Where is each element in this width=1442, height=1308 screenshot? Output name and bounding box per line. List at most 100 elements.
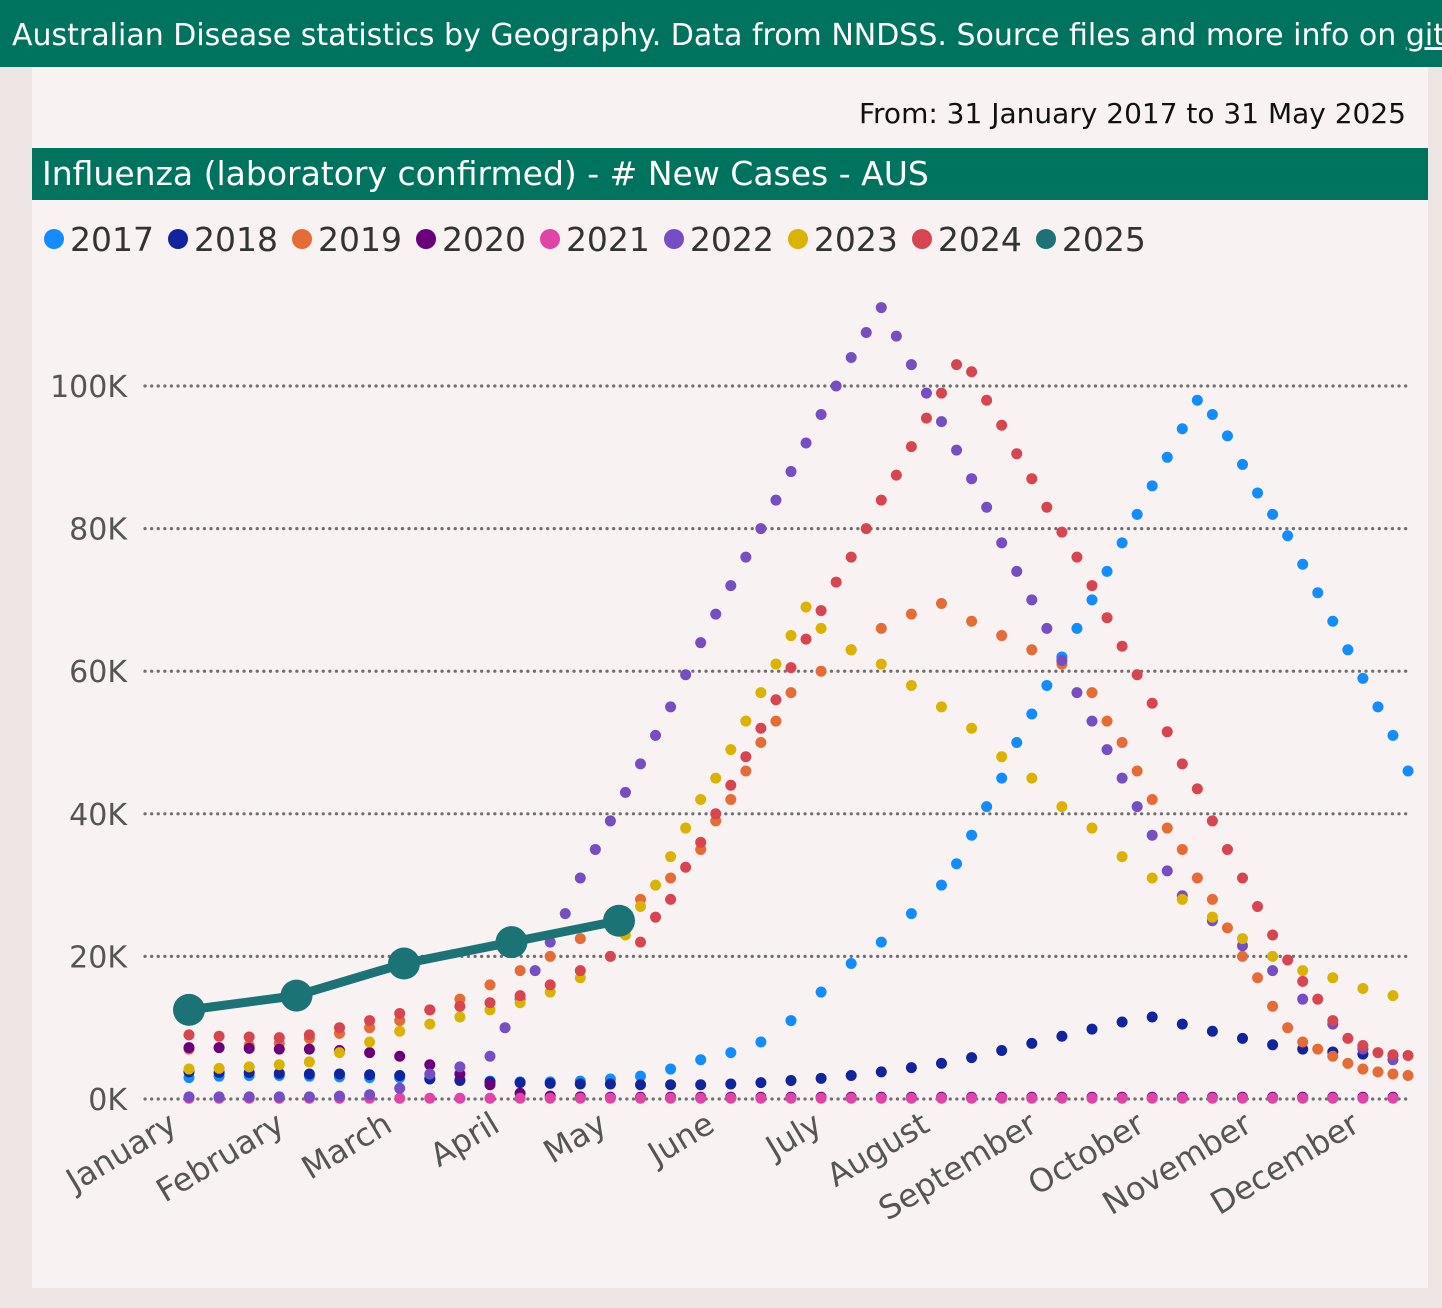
data-point-2021[interactable] — [1267, 1092, 1279, 1104]
data-point-2021[interactable] — [1327, 1092, 1339, 1104]
data-point-2022[interactable] — [635, 758, 646, 770]
data-point-2024[interactable] — [1387, 1049, 1399, 1061]
legend-item-2021[interactable]: 2021 — [539, 220, 650, 259]
data-point-2019[interactable] — [1327, 1050, 1339, 1062]
data-point-2023[interactable] — [785, 630, 797, 642]
data-point-2022[interactable] — [966, 473, 978, 485]
data-point-2024[interactable] — [1312, 993, 1324, 1005]
data-point-2022[interactable] — [574, 872, 586, 884]
data-point-2019[interactable] — [1221, 922, 1233, 934]
data-point-2025[interactable] — [603, 904, 635, 937]
data-point-2017[interactable] — [1327, 615, 1339, 627]
legend-item-2017[interactable]: 2017 — [44, 220, 154, 259]
data-point-2019[interactable] — [1357, 1063, 1369, 1075]
data-point-2022[interactable] — [875, 302, 887, 314]
data-point-2021[interactable] — [665, 1092, 677, 1104]
data-point-2022[interactable] — [1418, 1061, 1429, 1072]
data-point-2024[interactable] — [1402, 1050, 1414, 1062]
data-point-2018[interactable] — [273, 1067, 285, 1079]
data-point-2019[interactable] — [755, 737, 767, 748]
data-point-2019[interactable] — [875, 622, 887, 634]
data-point-2024[interactable] — [1342, 1032, 1354, 1044]
data-point-2017[interactable] — [755, 1036, 767, 1048]
data-point-2024[interactable] — [1418, 1049, 1429, 1060]
data-point-2022[interactable] — [770, 494, 782, 506]
data-point-2024[interactable] — [1282, 954, 1294, 966]
data-point-2024[interactable] — [243, 1031, 255, 1043]
data-point-2017[interactable] — [665, 1063, 677, 1075]
data-point-2023[interactable] — [303, 1056, 315, 1068]
data-point-2022[interactable] — [785, 466, 797, 478]
data-point-2021[interactable] — [1146, 1092, 1158, 1104]
data-point-2022[interactable] — [364, 1089, 376, 1101]
data-point-2018[interactable] — [1086, 1023, 1098, 1035]
data-point-2021[interactable] — [1086, 1092, 1098, 1104]
data-point-2020[interactable] — [484, 1079, 496, 1091]
data-point-2019[interactable] — [544, 950, 556, 962]
data-point-2021[interactable] — [1387, 1092, 1399, 1104]
data-point-2024[interactable] — [334, 1022, 345, 1034]
data-point-2017[interactable] — [981, 801, 993, 813]
data-point-2022[interactable] — [559, 908, 571, 920]
legend-item-2020[interactable]: 2020 — [415, 220, 526, 259]
data-point-2022[interactable] — [484, 1050, 496, 1062]
data-point-2019[interactable] — [905, 608, 917, 620]
data-point-2019[interactable] — [1402, 1069, 1414, 1081]
data-point-2025[interactable] — [173, 993, 205, 1026]
data-point-2019[interactable] — [514, 965, 526, 977]
data-point-2018[interactable] — [875, 1066, 887, 1078]
data-point-2023[interactable] — [665, 851, 677, 863]
data-point-2017[interactable] — [1433, 823, 1442, 834]
data-point-2024[interactable] — [695, 836, 707, 848]
data-point-2022[interactable] — [1161, 865, 1173, 877]
data-point-2018[interactable] — [574, 1078, 586, 1090]
data-point-2023[interactable] — [1237, 933, 1248, 945]
data-point-2024[interactable] — [1176, 758, 1188, 770]
legend-item-2023[interactable]: 2023 — [787, 220, 898, 259]
data-point-2018[interactable] — [334, 1068, 345, 1080]
data-point-2024[interactable] — [815, 605, 827, 617]
data-point-2021[interactable] — [725, 1092, 737, 1104]
data-point-2024[interactable] — [951, 359, 963, 371]
data-point-2018[interactable] — [725, 1078, 737, 1090]
data-point-2017[interactable] — [1372, 701, 1384, 713]
data-point-2023[interactable] — [905, 679, 917, 691]
data-point-2021[interactable] — [454, 1092, 466, 1104]
data-point-2019[interactable] — [1297, 1036, 1309, 1048]
data-point-2018[interactable] — [665, 1079, 677, 1091]
data-point-2024[interactable] — [920, 412, 932, 424]
data-point-2022[interactable] — [650, 729, 662, 741]
data-point-2024[interactable] — [1146, 697, 1158, 709]
data-point-2023[interactable] — [183, 1063, 195, 1075]
data-point-2020[interactable] — [303, 1043, 315, 1055]
data-point-2017[interactable] — [1176, 423, 1188, 435]
data-point-2022[interactable] — [1101, 744, 1113, 756]
data-point-2019[interactable] — [665, 872, 677, 884]
data-point-2019[interactable] — [1372, 1066, 1384, 1078]
data-point-2021[interactable] — [394, 1092, 406, 1104]
data-point-2024[interactable] — [1191, 783, 1203, 795]
data-point-2017[interactable] — [1071, 622, 1083, 634]
data-point-2019[interactable] — [1237, 950, 1248, 962]
data-point-2019[interactable] — [785, 687, 797, 699]
data-point-2024[interactable] — [725, 779, 737, 791]
data-point-2017[interactable] — [966, 829, 978, 841]
data-point-2017[interactable] — [1191, 394, 1203, 406]
data-point-2022[interactable] — [213, 1091, 225, 1103]
data-point-2017[interactable] — [1116, 537, 1128, 549]
data-point-2017[interactable] — [1011, 737, 1023, 748]
data-point-2021[interactable] — [1206, 1092, 1218, 1104]
data-point-2023[interactable] — [1116, 851, 1128, 863]
data-point-2024[interactable] — [830, 576, 842, 588]
data-point-2019[interactable] — [1342, 1057, 1354, 1069]
data-point-2023[interactable] — [364, 1036, 376, 1048]
data-point-2020[interactable] — [424, 1059, 436, 1071]
data-point-2021[interactable] — [604, 1092, 616, 1104]
data-point-2022[interactable] — [1056, 655, 1068, 667]
data-point-2023[interactable] — [1086, 822, 1098, 834]
data-point-2017[interactable] — [951, 858, 963, 870]
data-point-2019[interactable] — [484, 979, 496, 991]
data-point-2024[interactable] — [710, 808, 722, 820]
data-point-2020[interactable] — [394, 1050, 406, 1062]
data-point-2024[interactable] — [1011, 448, 1023, 460]
